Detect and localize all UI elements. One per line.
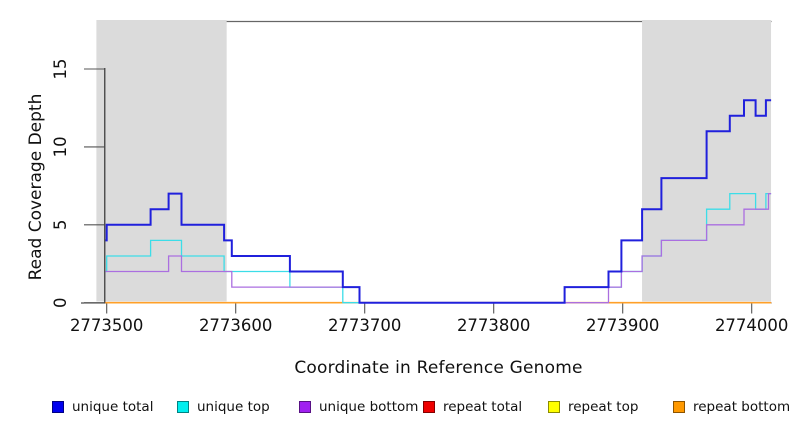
y-tick-label: 0 <box>51 297 70 308</box>
x-axis-title: Coordinate in Reference Genome <box>294 358 583 378</box>
y-axis-title: Read Coverage Depth <box>26 93 46 281</box>
series-line-unique-total <box>105 99 772 304</box>
legend-swatch-repeat-bottom <box>673 401 685 413</box>
x-tick-label: 2773900 <box>586 316 660 335</box>
legend-label: repeat top <box>568 399 639 415</box>
legend-swatch-unique-bottom <box>299 401 311 413</box>
legend-item-repeat-total: repeat total <box>423 398 522 416</box>
legend-label: repeat total <box>443 399 523 415</box>
x-tick-label: 2773700 <box>328 316 402 335</box>
legend-item-unique-top: unique top <box>177 398 270 416</box>
legend-label: repeat bottom <box>693 399 791 415</box>
x-tick-label: 2774000 <box>715 316 789 335</box>
left-repeat-region <box>96 20 227 302</box>
legend-item-unique-bottom: unique bottom <box>299 398 418 416</box>
legend-label: unique total <box>72 399 154 415</box>
x-tick-label: 2773800 <box>457 316 531 335</box>
legend-item-repeat-top: repeat top <box>548 398 638 416</box>
x-tick-label: 2773600 <box>199 316 273 335</box>
x-tick-label: 2773500 <box>70 316 144 335</box>
legend-swatch-repeat-top <box>548 401 560 413</box>
y-tick-label: 15 <box>51 59 70 80</box>
y-tick-label: 5 <box>51 220 70 231</box>
legend: unique total unique top unique bottom repea… <box>0 398 792 420</box>
legend-swatch-unique-top <box>177 401 189 413</box>
legend-label: unique bottom <box>319 399 419 415</box>
series-line-unique-bottom <box>105 192 772 304</box>
legend-label: unique top <box>197 399 270 415</box>
legend-item-unique-total: unique total <box>52 398 153 416</box>
y-tick-label: 10 <box>51 136 70 157</box>
coverage-plot-area: 2773500 2773600 2773700 2773800 2773900 27740… <box>51 20 789 335</box>
legend-swatch-unique-total <box>52 401 64 413</box>
legend-swatch-repeat-total <box>423 401 435 413</box>
legend-item-repeat-bottom: repeat bottom <box>673 398 790 416</box>
